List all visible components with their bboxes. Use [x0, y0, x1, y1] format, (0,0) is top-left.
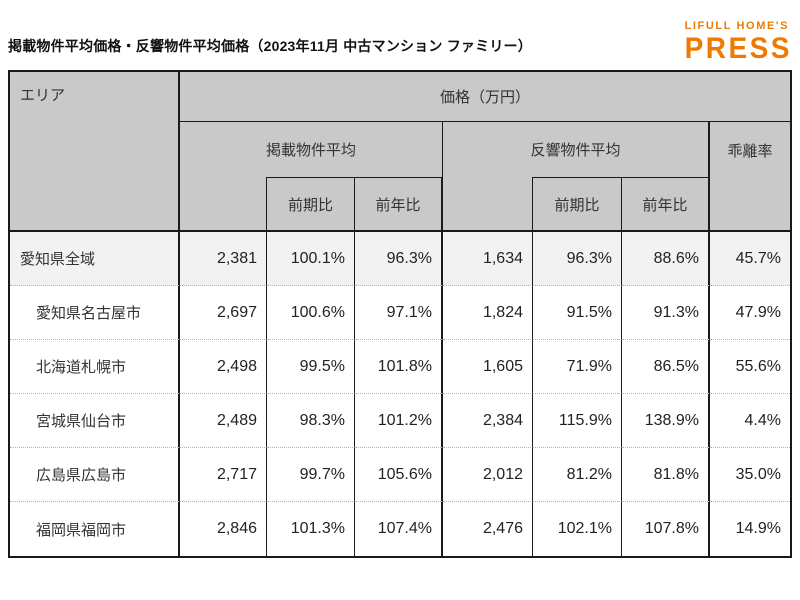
cell-listed-prev-year: 96.3% — [355, 232, 443, 286]
cell-area: 宮城県仙台市 — [10, 394, 180, 448]
col-header-listed-group: 掲載物件平均 — [180, 122, 443, 177]
col-header-inquiry-prev-year: 前年比 — [622, 177, 710, 232]
cell-listed-avg: 2,498 — [180, 340, 267, 394]
cell-area: 愛知県名古屋市 — [10, 286, 180, 340]
cell-area: 広島県広島市 — [10, 448, 180, 502]
cell-listed-prev-period: 101.3% — [267, 502, 355, 556]
price-table: エリア 価格（万円） 掲載物件平均 反響物件平均 乖離率 前期比 前年比 前期比… — [8, 70, 792, 558]
lifull-homes-press-logo: LIFULL HOME'S PRESS — [684, 20, 792, 65]
cell-inquiry-prev-year: 88.6% — [622, 232, 710, 286]
cell-deviation: 47.9% — [710, 286, 790, 340]
cell-inquiry-avg: 2,012 — [443, 448, 533, 502]
col-header-listed-prev-period: 前期比 — [267, 177, 355, 232]
cell-inquiry-prev-year: 107.8% — [622, 502, 710, 556]
logo-press-text: PRESS — [684, 31, 792, 65]
col-header-deviation: 乖離率 — [710, 122, 790, 232]
cell-listed-prev-year: 105.6% — [355, 448, 443, 502]
cell-listed-prev-year: 107.4% — [355, 502, 443, 556]
header-spacer — [443, 177, 533, 232]
cell-area: 北海道札幌市 — [10, 340, 180, 394]
cell-inquiry-prev-period: 81.2% — [533, 448, 622, 502]
cell-listed-prev-year: 101.2% — [355, 394, 443, 448]
cell-listed-prev-period: 99.7% — [267, 448, 355, 502]
cell-inquiry-avg: 2,476 — [443, 502, 533, 556]
cell-listed-avg: 2,381 — [180, 232, 267, 286]
cell-listed-prev-period: 98.3% — [267, 394, 355, 448]
cell-listed-prev-year: 97.1% — [355, 286, 443, 340]
col-header-area: エリア — [10, 72, 180, 232]
cell-inquiry-prev-period: 71.9% — [533, 340, 622, 394]
col-header-price-unit: 価格（万円） — [180, 72, 790, 122]
cell-listed-prev-period: 99.5% — [267, 340, 355, 394]
cell-inquiry-prev-period: 91.5% — [533, 286, 622, 340]
header-spacer — [180, 177, 267, 232]
cell-listed-avg: 2,717 — [180, 448, 267, 502]
cell-deviation: 35.0% — [710, 448, 790, 502]
col-header-listed-prev-year: 前年比 — [355, 177, 443, 232]
cell-inquiry-avg: 1,605 — [443, 340, 533, 394]
cell-area: 福岡県福岡市 — [10, 502, 180, 556]
cell-area: 愛知県全域 — [10, 232, 180, 286]
cell-deviation: 45.7% — [710, 232, 790, 286]
cell-listed-prev-year: 101.8% — [355, 340, 443, 394]
cell-inquiry-prev-year: 81.8% — [622, 448, 710, 502]
cell-inquiry-prev-period: 96.3% — [533, 232, 622, 286]
cell-listed-avg: 2,489 — [180, 394, 267, 448]
page-title: 掲載物件平均価格・反響物件平均価格（2023年11月 中古マンション ファミリー… — [8, 38, 532, 54]
cell-inquiry-prev-period: 115.9% — [533, 394, 622, 448]
cell-inquiry-prev-year: 138.9% — [622, 394, 710, 448]
cell-inquiry-prev-year: 91.3% — [622, 286, 710, 340]
cell-inquiry-avg: 2,384 — [443, 394, 533, 448]
cell-deviation: 14.9% — [710, 502, 790, 556]
cell-listed-avg: 2,697 — [180, 286, 267, 340]
cell-inquiry-prev-year: 86.5% — [622, 340, 710, 394]
cell-deviation: 55.6% — [710, 340, 790, 394]
col-header-inquiry-group: 反響物件平均 — [443, 122, 710, 177]
cell-inquiry-avg: 1,634 — [443, 232, 533, 286]
cell-listed-prev-period: 100.6% — [267, 286, 355, 340]
cell-deviation: 4.4% — [710, 394, 790, 448]
cell-listed-prev-period: 100.1% — [267, 232, 355, 286]
cell-listed-avg: 2,846 — [180, 502, 267, 556]
logo-brand-text: LIFULL HOME'S — [684, 20, 790, 32]
col-header-inquiry-prev-period: 前期比 — [533, 177, 622, 232]
cell-inquiry-prev-period: 102.1% — [533, 502, 622, 556]
cell-inquiry-avg: 1,824 — [443, 286, 533, 340]
